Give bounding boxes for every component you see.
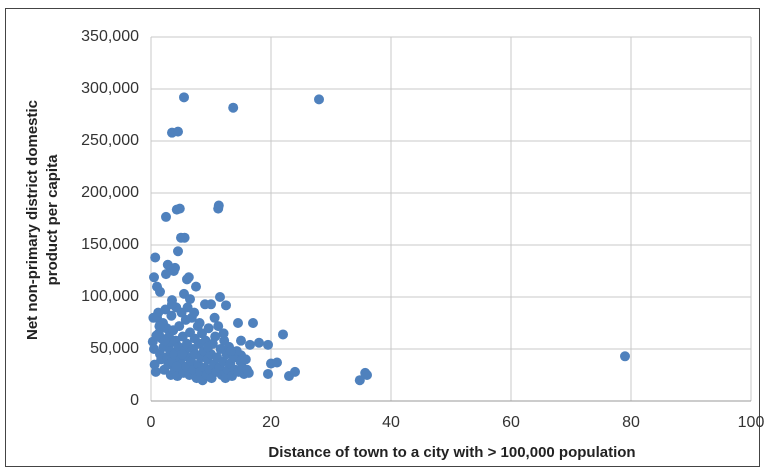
point	[210, 331, 221, 342]
y-axis-label: Net non-primary district domestic produc…	[24, 100, 61, 340]
point	[185, 294, 195, 305]
point	[194, 318, 205, 328]
point	[209, 312, 220, 323]
point	[221, 300, 231, 311]
point	[173, 246, 183, 257]
frame	[5, 8, 760, 467]
point	[148, 312, 159, 323]
point	[254, 337, 264, 348]
point	[263, 339, 273, 350]
point	[173, 126, 183, 137]
y-axis-label-line: product per capita	[44, 154, 61, 286]
point	[314, 94, 324, 105]
point	[213, 321, 224, 332]
point	[263, 368, 273, 379]
point	[177, 349, 188, 360]
point	[179, 92, 189, 103]
point	[155, 286, 165, 297]
point	[240, 354, 251, 365]
point	[161, 211, 171, 222]
point	[245, 339, 255, 350]
point	[203, 323, 214, 334]
point	[620, 351, 630, 362]
y-tick-label: 50,000	[90, 340, 139, 357]
point	[354, 375, 365, 386]
point	[290, 366, 300, 377]
x-tick-label: 80	[622, 414, 640, 431]
point	[225, 346, 236, 357]
point	[362, 370, 372, 380]
point	[154, 321, 165, 332]
y-tick-label: 100,000	[81, 288, 139, 305]
point	[167, 299, 177, 310]
point	[243, 367, 254, 378]
point	[150, 252, 161, 263]
point	[174, 321, 185, 332]
y-axis-label-line: Net non-primary district domestic	[24, 100, 41, 340]
x-tick-label: 60	[502, 414, 520, 431]
x-tick-label: 100	[738, 414, 765, 431]
point	[213, 200, 224, 211]
point	[248, 318, 258, 328]
point	[278, 329, 288, 340]
point	[150, 366, 161, 377]
point	[166, 310, 177, 321]
x-axis-label: Distance of town to a city with > 100,00…	[268, 444, 635, 461]
point	[233, 318, 243, 328]
point	[171, 361, 182, 372]
point	[174, 203, 185, 214]
point	[236, 335, 246, 346]
point	[151, 330, 162, 341]
y-tick-label: 150,000	[81, 236, 139, 253]
point	[203, 341, 213, 352]
point	[272, 357, 282, 368]
y-tick-label: 200,000	[81, 184, 139, 201]
point	[191, 281, 201, 292]
point	[218, 328, 229, 339]
point	[228, 102, 239, 113]
point	[179, 232, 190, 243]
point	[170, 262, 180, 273]
point	[183, 272, 194, 283]
point	[215, 292, 225, 302]
point	[159, 335, 170, 346]
x-tick-label: 0	[147, 414, 156, 431]
y-tick-label: 250,000	[81, 132, 139, 149]
y-tick-label: 300,000	[81, 80, 139, 97]
point	[149, 272, 159, 283]
y-tick-label: 350,000	[81, 28, 139, 45]
x-tick-label: 40	[382, 414, 400, 431]
point	[206, 299, 216, 310]
point	[189, 307, 200, 318]
y-tick-label: 0	[130, 392, 139, 409]
x-tick-label: 20	[262, 414, 280, 431]
